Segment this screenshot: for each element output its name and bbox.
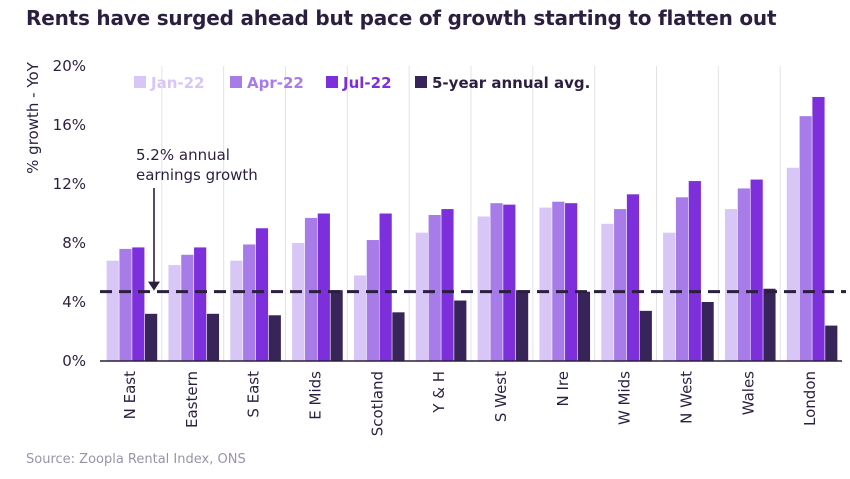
bar-5-year-annual-avg--n-east [145,314,157,361]
bar-5-year-annual-avg--e-mids [331,290,343,361]
bar-apr-22-y-h [429,215,441,361]
legend-swatch [134,76,146,88]
legend-swatch [326,76,338,88]
bar-apr-22-wales [738,188,750,361]
bar-jul-22-w-mids [627,194,639,361]
x-tick-label: Eastern [183,371,201,428]
bar-jul-22-eastern [194,247,206,361]
bar-jan-22-n-west [663,233,675,361]
bar-apr-22-e-mids [305,218,317,361]
chart-figure: Rents have surged ahead but pace of grow… [0,0,850,479]
bar-apr-22-n-west [676,197,688,361]
bar-apr-22-london [800,116,812,361]
bar-jul-22-london [812,97,824,361]
y-tick-label: 0% [62,352,86,370]
bar-5-year-annual-avg--eastern [207,314,219,361]
y-tick-label: 4% [62,293,86,311]
y-tick-label: 16% [53,116,86,134]
source-note: Source: Zoopla Rental Index, ONS [26,452,246,467]
bar-5-year-annual-avg--wales [763,289,775,361]
y-axis-label: % growth - YoY [24,61,42,174]
bar-jul-22-s-east [256,228,268,361]
x-tick-label: S East [245,371,263,418]
bar-jul-22-n-east [132,247,144,361]
x-tick-label: N East [121,371,139,419]
bar-jul-22-e-mids [318,214,330,362]
bar-5-year-annual-avg--scotland [392,312,404,361]
y-tick-label: 8% [62,234,86,252]
bar-apr-22-w-mids [614,209,626,361]
bar-jul-22-scotland [380,214,392,362]
bar-jan-22-y-h [416,233,428,361]
bar-5-year-annual-avg--s-west [516,290,528,361]
bar-5-year-annual-avg--london [825,326,837,361]
bar-5-year-annual-avg--w-mids [640,311,652,361]
bar-apr-22-scotland [367,240,379,361]
bar-jan-22-eastern [168,265,180,361]
bar-jan-22-n-ire [539,208,551,361]
bar-jan-22-s-west [478,216,490,361]
annotation-line-2: earnings growth [136,166,258,184]
bar-jul-22-n-west [689,181,701,361]
chart-canvas: 0% 4% 8% 12% 16% 20% % growth - YoY N East Easte… [0,0,850,479]
bar-apr-22-eastern [181,255,193,361]
x-tick-label: N Ire [554,371,572,406]
annotation-arrowhead [148,282,160,291]
bar-5-year-annual-avg--y-h [454,301,466,361]
y-tick-label: 12% [53,175,86,193]
legend-label: Apr-22 [247,74,304,92]
bar-jan-22-e-mids [292,243,304,361]
bar-jul-22-wales [751,180,763,361]
annotation-line-1: 5.2% annual [136,146,230,164]
x-tick-label: E Mids [306,371,324,420]
x-tick-label: Wales [739,371,757,415]
x-tick-label: Scotland [368,371,386,436]
bar-5-year-annual-avg--n-west [702,302,714,361]
bar-jul-22-n-ire [565,203,577,361]
bar-jul-22-s-west [503,205,515,361]
bar-jan-22-scotland [354,275,366,361]
x-tick-label: S West [492,371,510,422]
legend-swatch [415,76,427,88]
legend-label: 5-year annual avg. [432,74,590,92]
legend-label: Jul-22 [342,74,392,92]
bar-jan-22-london [787,168,799,361]
bar-apr-22-n-east [119,249,131,361]
y-tick-label: 20% [53,57,86,75]
bar-apr-22-s-east [243,244,255,361]
bar-jan-22-n-east [107,261,119,361]
x-tick-label: London [801,371,819,426]
x-tick-label: N West [677,371,695,424]
legend-swatch [230,76,242,88]
bar-jan-22-wales [725,209,737,361]
legend-label: Jan-22 [150,74,204,92]
bar-jan-22-s-east [230,261,242,361]
bar-5-year-annual-avg--s-east [269,315,281,361]
x-tick-label: W Mids [616,371,634,425]
bar-apr-22-s-west [490,203,502,361]
x-tick-label: Y & H [430,371,448,414]
bar-jul-22-y-h [441,209,453,361]
bar-apr-22-n-ire [552,202,564,361]
bar-5-year-annual-avg--n-ire [578,292,590,361]
